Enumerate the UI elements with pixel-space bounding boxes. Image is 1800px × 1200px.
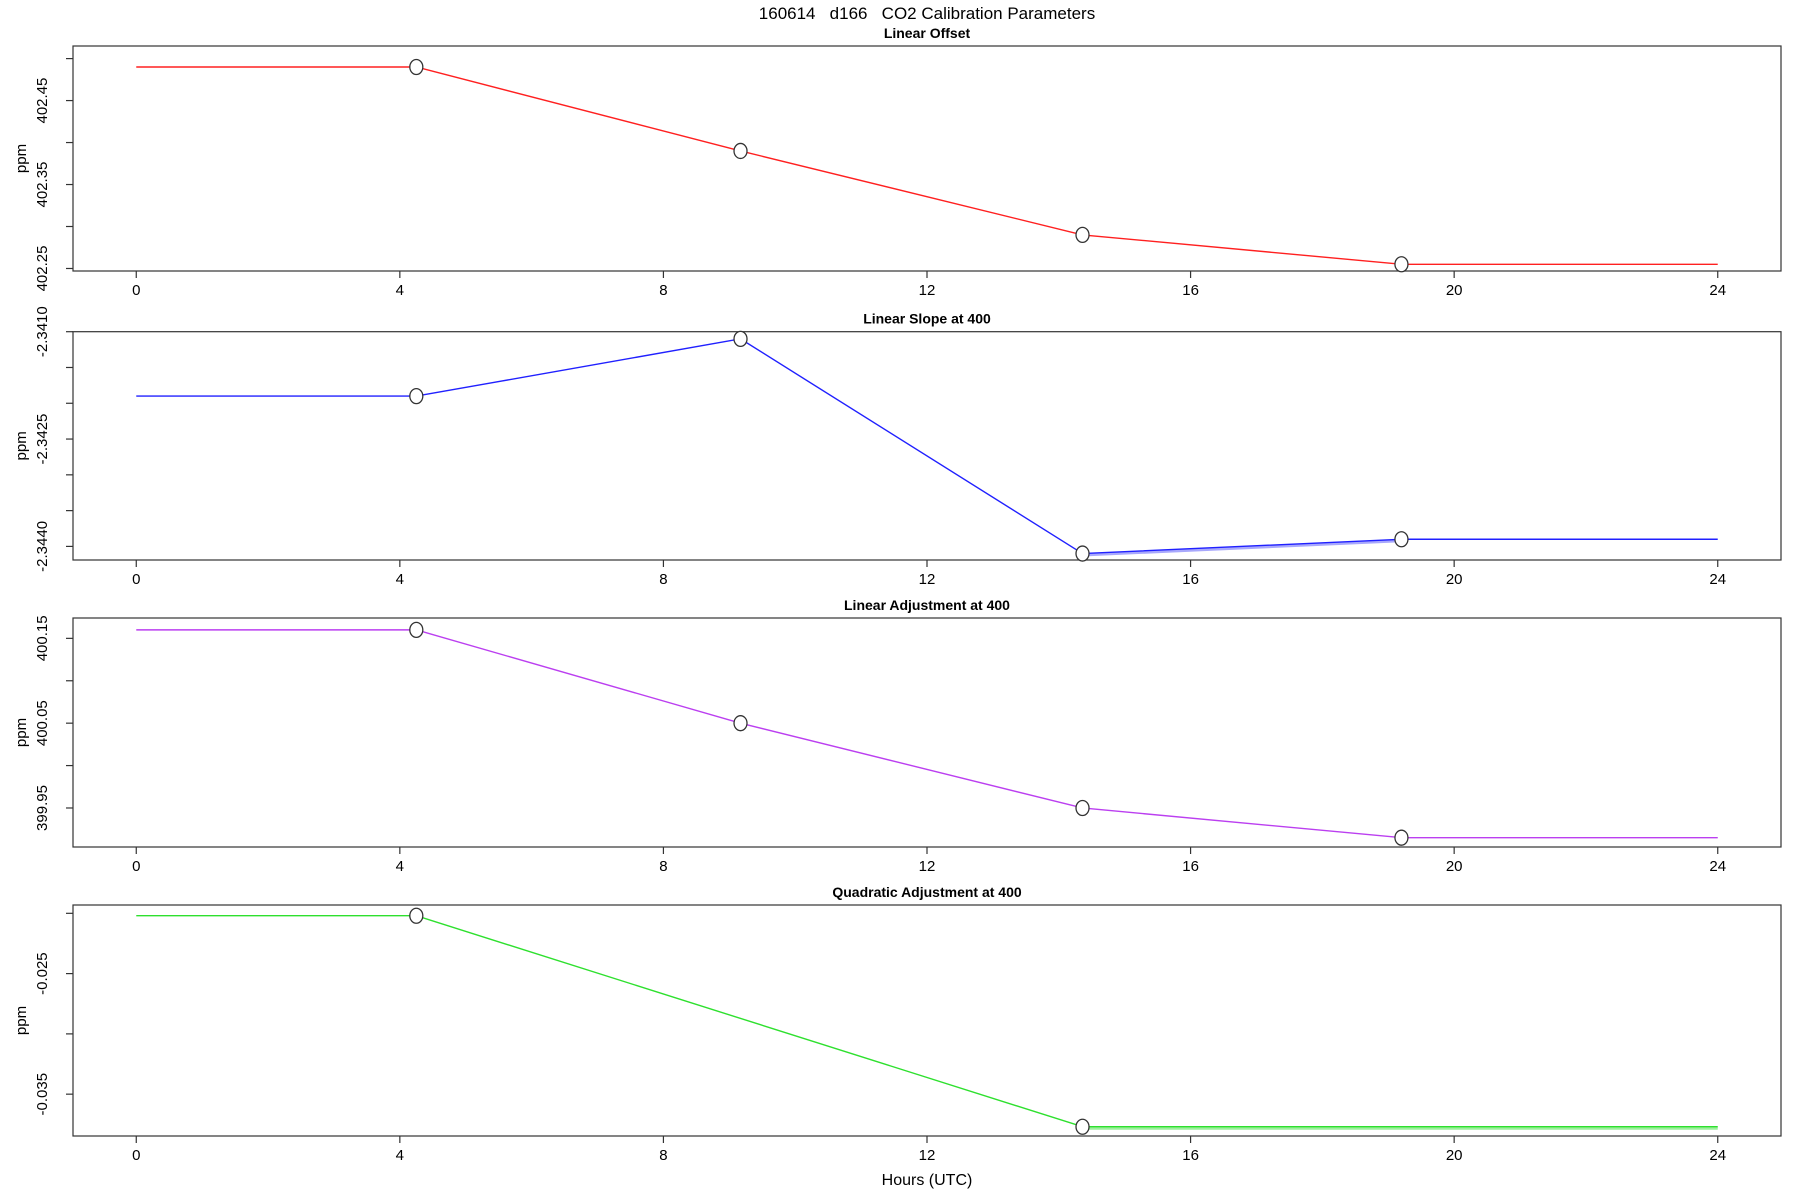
- y-tick-label: 400.15: [34, 615, 51, 661]
- data-point-marker: [409, 387, 424, 405]
- x-tick-label: 0: [132, 858, 140, 875]
- x-tick-label: 16: [1182, 282, 1199, 299]
- y-axis-label: ppm: [13, 144, 30, 173]
- panel-title: Linear Slope at 400: [863, 311, 991, 327]
- x-tick-label: 16: [1182, 1147, 1199, 1164]
- x-tick-label: 16: [1182, 858, 1199, 875]
- panel-title: Linear Adjustment at 400: [844, 597, 1010, 613]
- panel-quadratic-adjustment-at-400: Quadratic Adjustment at 400 -0.025 -0.035 p…: [13, 884, 1782, 1164]
- data-point-marker: [1075, 1118, 1090, 1135]
- x-tick-label: 4: [396, 858, 404, 875]
- figure-title: 160614 d166 CO2 Calibration Parameters: [758, 4, 1096, 23]
- x-tick-label: 0: [132, 1147, 140, 1164]
- y-tick-label: 402.35: [34, 162, 51, 208]
- x-tick-label: 0: [132, 571, 140, 588]
- panel-linear-adjustment-at-400: Linear Adjustment at 400 400.15 400.05 399.…: [13, 597, 1782, 875]
- plot-box: [72, 904, 1782, 1137]
- x-tick-label: 0: [132, 282, 140, 299]
- y-tick-label: 399.95: [34, 785, 51, 831]
- x-tick-label: 24: [1709, 858, 1726, 875]
- x-tick-label: 8: [659, 282, 667, 299]
- x-axis-title: Hours (UTC): [881, 1172, 973, 1189]
- x-tick-label: 8: [659, 1147, 667, 1164]
- x-tick-label: 16: [1182, 571, 1199, 588]
- panel-linear-slope-at-400: Linear Slope at 400 -2.3410 -2.3425 -2.3440…: [13, 306, 1782, 588]
- plot-box: [72, 331, 1782, 561]
- x-tick-label: 4: [396, 1147, 404, 1164]
- x-tick-label: 8: [659, 571, 667, 588]
- x-tick-label: 12: [919, 858, 936, 875]
- x-tick-label: 24: [1709, 282, 1726, 299]
- data-point-marker: [409, 58, 424, 76]
- x-tick-label: 12: [919, 1147, 936, 1164]
- series-light-segment: [1082, 539, 1402, 557]
- data-point-marker: [1075, 226, 1090, 244]
- series-line: [136, 338, 1718, 555]
- data-point-marker: [1394, 256, 1409, 273]
- y-tick-label: -2.3425: [34, 414, 51, 465]
- plot-box: [72, 45, 1782, 272]
- x-tick-label: 24: [1709, 1147, 1726, 1164]
- y-tick-label: -0.035: [34, 1073, 51, 1116]
- data-point-marker: [1394, 531, 1409, 548]
- panel-title: Quadratic Adjustment at 400: [832, 884, 1022, 900]
- y-tick-label: 400.05: [34, 700, 51, 746]
- data-point-marker: [409, 621, 424, 639]
- panel-title: Linear Offset: [884, 25, 971, 41]
- data-point-marker: [1075, 799, 1090, 817]
- data-point-marker: [733, 142, 748, 160]
- y-tick-label: -0.025: [34, 952, 51, 995]
- x-tick-label: 12: [919, 571, 936, 588]
- x-tick-label: 20: [1446, 571, 1463, 588]
- panel-linear-offset: Linear Offset 402.45 402.35 402.25 ppm 0 4 8 12 1…: [13, 25, 1782, 299]
- y-axis-label: ppm: [13, 1006, 30, 1035]
- x-tick-label: 20: [1446, 858, 1463, 875]
- x-tick-label: 20: [1446, 1147, 1463, 1164]
- series-line: [136, 66, 1718, 265]
- x-tick-label: 4: [396, 282, 404, 299]
- plot-box: [72, 617, 1782, 848]
- data-point-marker: [733, 715, 748, 732]
- y-tick-label: 402.25: [34, 246, 51, 292]
- x-tick-label: 12: [919, 282, 936, 299]
- x-tick-label: 8: [659, 858, 667, 875]
- x-tick-label: 4: [396, 571, 404, 588]
- y-axis-label: ppm: [13, 431, 30, 460]
- data-point-marker: [1075, 545, 1090, 562]
- y-tick-label: -2.3410: [34, 306, 51, 357]
- y-tick-label: -2.3440: [34, 521, 51, 572]
- x-tick-label: 20: [1446, 282, 1463, 299]
- x-tick-label: 24: [1709, 571, 1726, 588]
- series-line: [136, 915, 1718, 1128]
- data-point-marker: [1394, 829, 1409, 846]
- y-tick-label: 402.45: [34, 78, 51, 124]
- data-point-marker: [733, 330, 748, 348]
- data-point-marker: [409, 907, 424, 924]
- series-line: [136, 629, 1718, 839]
- y-axis-label: ppm: [13, 718, 30, 747]
